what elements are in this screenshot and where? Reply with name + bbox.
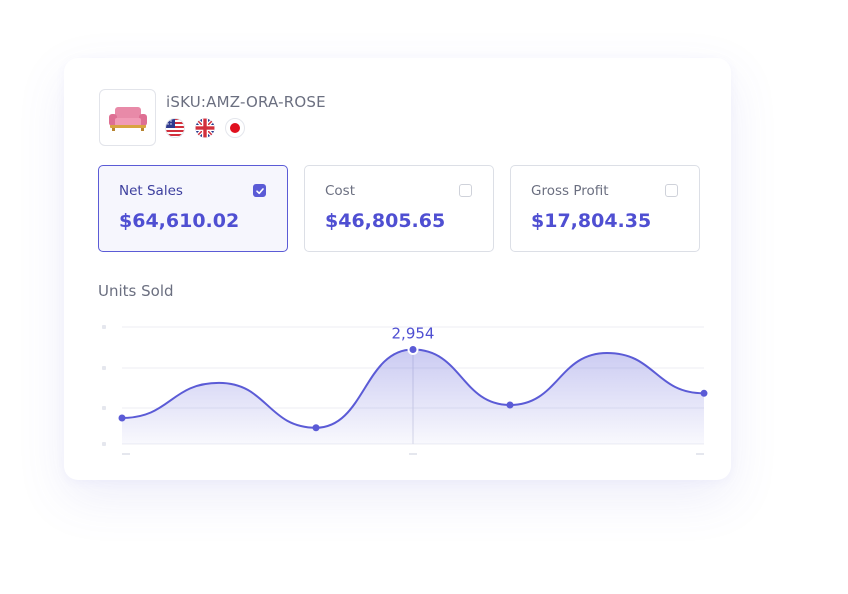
product-sales-card: iSKU:AMZ-ORA-ROSE [64, 58, 731, 480]
metric-value: $46,805.65 [325, 210, 446, 232]
chart-title: Units Sold [98, 282, 174, 300]
data-point [700, 389, 708, 397]
x-tick-mark [696, 453, 704, 455]
metric-value: $64,610.02 [119, 210, 240, 232]
uk-flag-icon[interactable] [195, 118, 215, 138]
x-tick-mark [122, 453, 130, 455]
series-area [122, 349, 704, 444]
net-sales-checkbox[interactable] [253, 184, 266, 197]
gross-profit-checkbox[interactable] [665, 184, 678, 197]
us-flag-icon[interactable] [165, 118, 185, 138]
x-tick-mark [409, 453, 417, 455]
metric-card-cost[interactable]: Cost $46,805.65 [304, 165, 494, 252]
product-sku: iSKU:AMZ-ORA-ROSE [166, 93, 326, 111]
sofa-icon [108, 106, 147, 131]
japan-flag-icon[interactable] [225, 118, 245, 138]
metric-card-gross-profit[interactable]: Gross Profit $17,804.35 [510, 165, 700, 252]
peak-value-label: 2,954 [392, 324, 435, 342]
metric-value: $17,804.35 [531, 210, 652, 232]
data-point [506, 401, 514, 409]
units-sold-chart: 2,954 [102, 324, 708, 455]
marketplace-flags [165, 118, 245, 138]
metric-label: Net Sales [119, 183, 183, 199]
cost-checkbox[interactable] [459, 184, 472, 197]
y-tick-mark [102, 325, 106, 329]
y-tick-mark [102, 406, 106, 410]
data-point [118, 414, 126, 422]
metric-label: Cost [325, 183, 356, 199]
y-tick-mark [102, 442, 106, 446]
product-thumbnail[interactable] [99, 89, 156, 146]
metric-card-net-sales[interactable]: Net Sales $64,610.02 [98, 165, 288, 252]
metric-label: Gross Profit [531, 183, 609, 199]
data-point [312, 424, 320, 432]
checkmark-icon [255, 187, 264, 194]
y-tick-mark [102, 366, 106, 370]
data-point [407, 343, 419, 355]
